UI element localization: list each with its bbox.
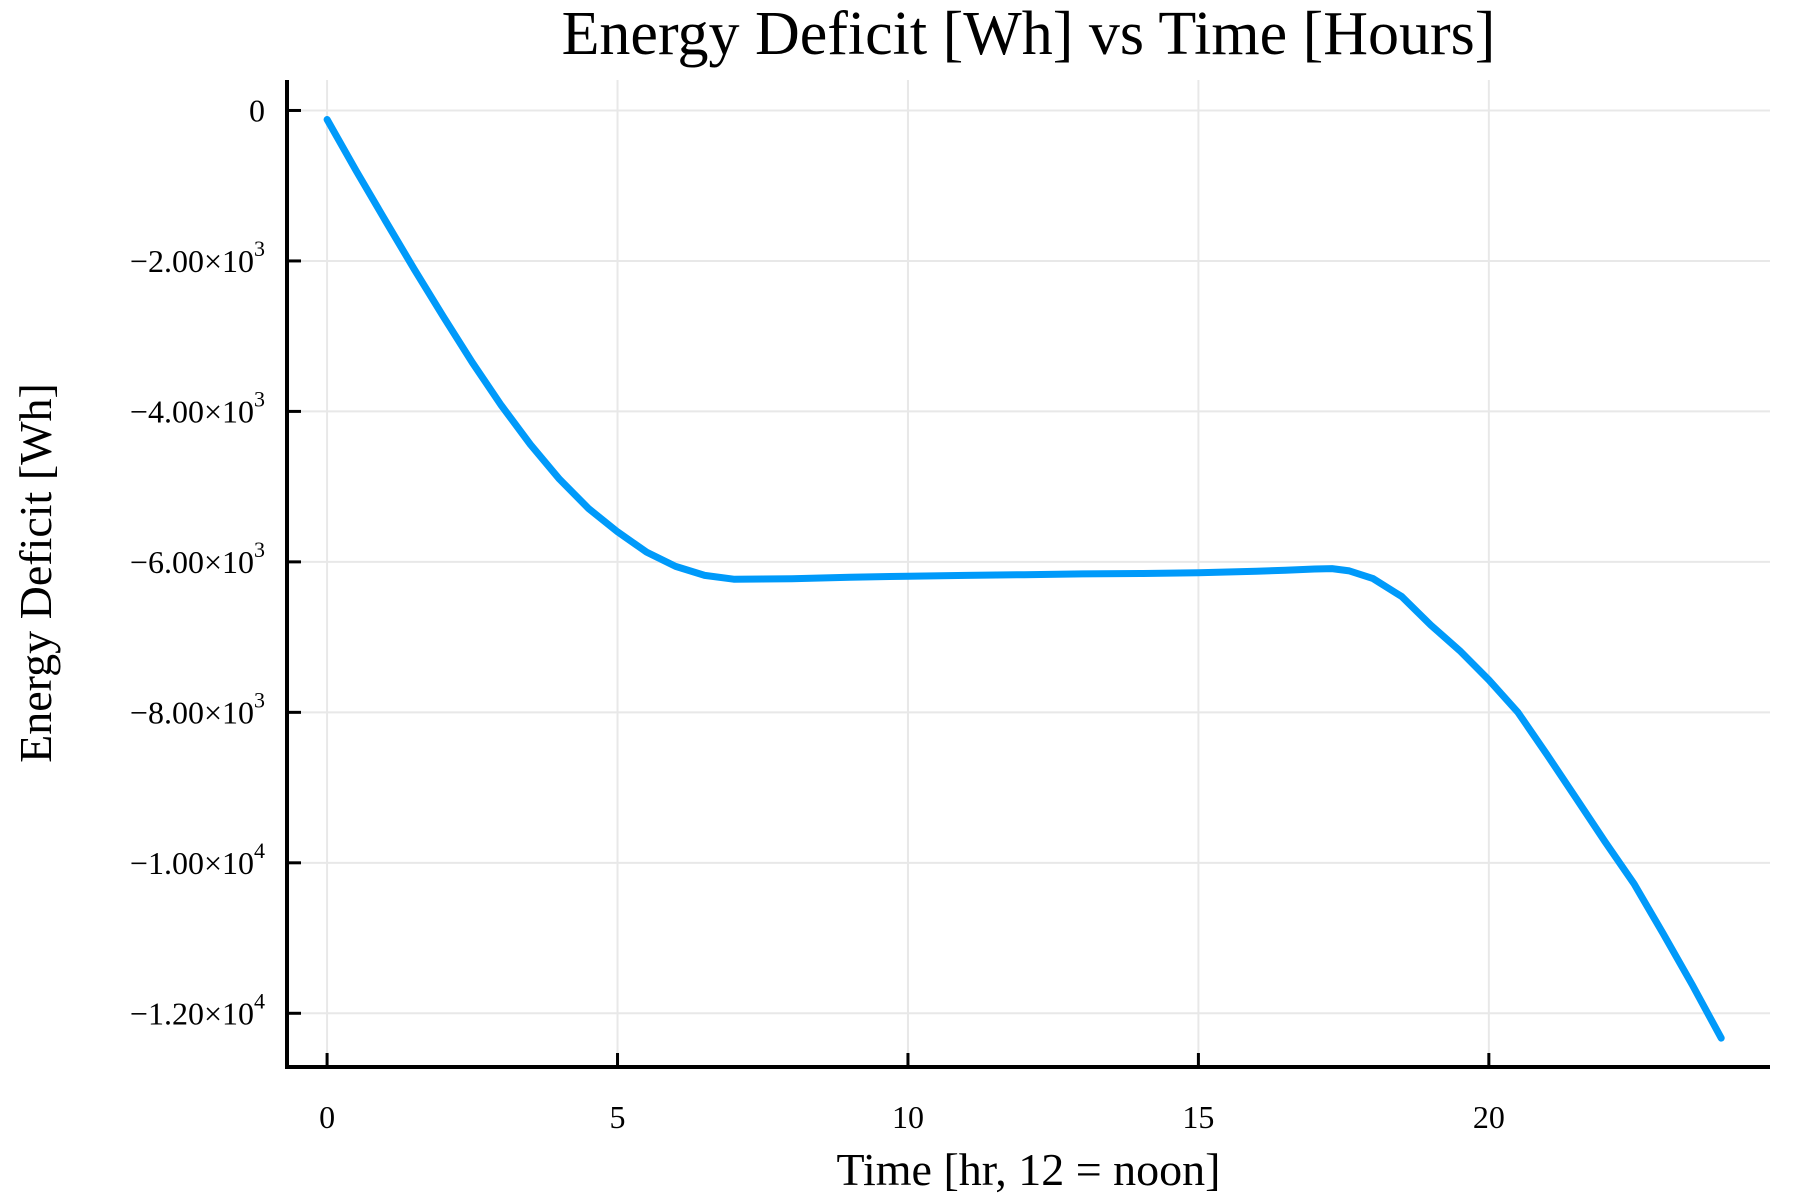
x-tick-label: 0 bbox=[319, 1099, 335, 1135]
chart-title: Energy Deficit [Wh] vs Time [Hours] bbox=[561, 0, 1496, 68]
x-tick-label: 10 bbox=[892, 1099, 924, 1135]
y-tick-label: −8.00×103 bbox=[130, 687, 265, 730]
x-tick-label: 15 bbox=[1182, 1099, 1214, 1135]
x-axis-label: Time [hr, 12 = noon] bbox=[836, 1144, 1221, 1195]
y-tick-label: −4.00×103 bbox=[130, 386, 265, 429]
energy-deficit-line bbox=[323, 116, 1725, 1042]
y-tick-label: 0 bbox=[249, 92, 265, 128]
y-tick-label: −1.20×104 bbox=[130, 988, 265, 1031]
y-tick-label: −6.00×103 bbox=[130, 537, 265, 580]
y-tick-label: −2.00×103 bbox=[130, 236, 265, 279]
y-axis-label: Energy Deficit [Wh] bbox=[10, 383, 61, 763]
x-tick-label: 20 bbox=[1473, 1099, 1505, 1135]
x-tick-label: 5 bbox=[610, 1099, 626, 1135]
y-tick-label: −1.00×104 bbox=[130, 838, 265, 881]
